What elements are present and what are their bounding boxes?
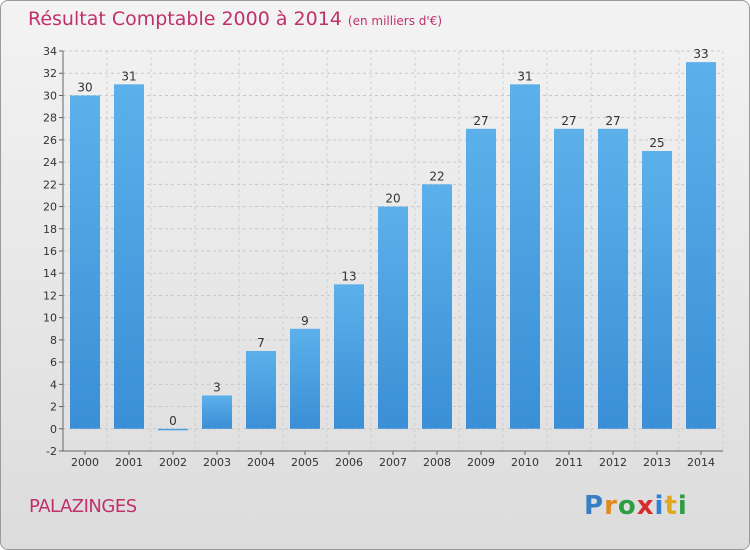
x-tick-label: 2007 — [379, 456, 407, 469]
logo-letter: t — [664, 491, 678, 521]
logo-letter: x — [636, 491, 655, 521]
x-tick-label: 2002 — [159, 456, 187, 469]
x-tick-label: 2006 — [335, 456, 363, 469]
x-tick-label: 2004 — [247, 456, 275, 469]
y-tick-label: 16 — [43, 245, 57, 258]
bar-2003 — [202, 395, 232, 429]
bar-2004 — [246, 351, 276, 429]
bar-2013 — [642, 151, 672, 429]
logo-letter: r — [604, 491, 618, 521]
y-tick-label: 22 — [43, 178, 57, 191]
data-label-2007: 20 — [385, 192, 400, 206]
y-tick-label: 12 — [43, 289, 57, 302]
logo-letter: o — [617, 491, 637, 521]
chart-title: Résultat Comptable 2000 à 2014 (en millie… — [28, 8, 442, 30]
x-tick-label: 2000 — [71, 456, 99, 469]
x-tick-label: 2014 — [687, 456, 715, 469]
x-tick-label: 2003 — [203, 456, 231, 469]
y-tick-label: 0 — [50, 423, 57, 436]
y-tick-label: 10 — [43, 312, 57, 325]
data-label-2001: 31 — [121, 69, 136, 83]
y-tick-label: 6 — [50, 356, 57, 369]
data-label-2004: 7 — [257, 336, 265, 350]
bar-2002 — [158, 428, 188, 431]
y-tick-label: 32 — [43, 67, 57, 80]
x-tick-label: 2012 — [599, 456, 627, 469]
data-label-2012: 27 — [605, 114, 620, 128]
data-label-2009: 27 — [473, 114, 488, 128]
x-tick-label: 2009 — [467, 456, 495, 469]
y-tick-label: 34 — [43, 45, 57, 58]
y-tick-label: 24 — [43, 156, 57, 169]
bar-2000 — [70, 95, 100, 429]
bar-2005 — [290, 328, 320, 429]
bar-2006 — [334, 284, 364, 429]
x-tick-label: 2013 — [643, 456, 671, 469]
bar-2009 — [466, 128, 496, 429]
bar-2011 — [554, 128, 584, 429]
y-tick-label: -2 — [46, 445, 57, 458]
x-tick-label: 2008 — [423, 456, 451, 469]
x-tick-label: 2010 — [511, 456, 539, 469]
chart-subtitle: (en milliers d'€) — [347, 14, 443, 28]
data-label-2005: 9 — [301, 314, 309, 328]
data-label-2010: 31 — [517, 69, 532, 83]
data-label-2002: 0 — [169, 414, 177, 428]
data-label-2011: 27 — [561, 114, 576, 128]
bar-2001 — [114, 84, 144, 429]
data-label-2003: 3 — [213, 380, 221, 394]
y-tick-label: 30 — [43, 89, 57, 102]
chart-title-text: Résultat Comptable 2000 à 2014 — [28, 8, 342, 30]
location-label: PALAZINGES — [29, 496, 137, 517]
bar-2008 — [422, 184, 452, 429]
logo-letter: i — [654, 491, 665, 521]
y-tick-label: 14 — [43, 267, 57, 280]
data-label-2000: 30 — [77, 80, 92, 94]
data-label-2013: 25 — [649, 136, 664, 150]
bar-2012 — [598, 128, 628, 429]
proxiti-logo: Proxiti — [584, 491, 688, 521]
bar-2014 — [686, 62, 716, 429]
logo-letter: P — [584, 491, 605, 521]
y-tick-label: 26 — [43, 134, 57, 147]
x-tick-label: 2001 — [115, 456, 143, 469]
y-tick-label: 8 — [50, 334, 57, 347]
data-label-2014: 33 — [693, 47, 708, 61]
x-tick-label: 2011 — [555, 456, 583, 469]
y-tick-label: 4 — [50, 378, 57, 391]
bar-2010 — [510, 84, 540, 429]
bar-2007 — [378, 206, 408, 429]
bars — [70, 62, 716, 431]
data-labels: 30 31 0 3 7 9 13 20 22 27 31 27 27 25 33 — [77, 47, 708, 428]
y-tick-label: 2 — [50, 401, 57, 414]
y-tick-label: 20 — [43, 201, 57, 214]
logo-letter: i — [677, 491, 688, 521]
data-label-2008: 22 — [429, 169, 444, 183]
x-tick-label: 2005 — [291, 456, 319, 469]
data-label-2006: 13 — [341, 269, 356, 283]
y-tick-label: 18 — [43, 223, 57, 236]
y-tick-label: 28 — [43, 112, 57, 125]
